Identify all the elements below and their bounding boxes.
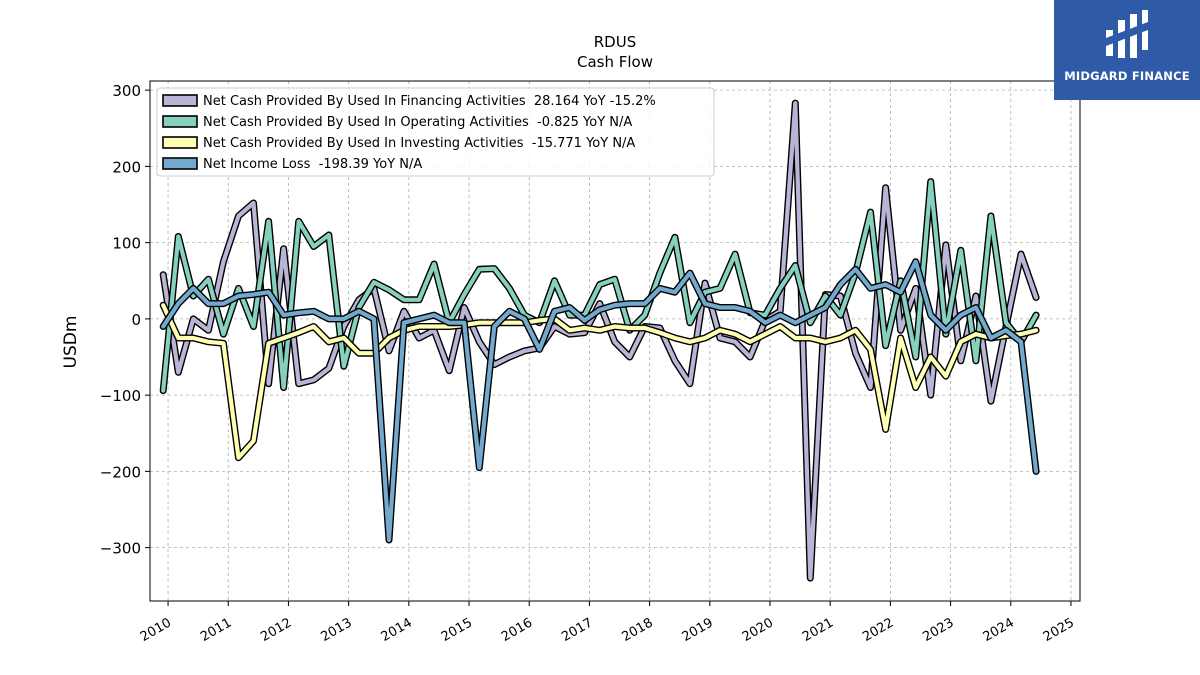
series-line-2 bbox=[159, 301, 1040, 462]
x-axis: 2010 2011 2012 2013 2014 2015 2016 2017 2018 2019… bbox=[138, 601, 1077, 645]
series-line-1 bbox=[159, 178, 1040, 395]
x-tick-label: 2014 bbox=[379, 615, 415, 645]
x-tick-label: 2018 bbox=[619, 615, 655, 645]
x-tick-label: 2021 bbox=[800, 615, 836, 645]
legend-swatch bbox=[162, 115, 198, 128]
x-tick-label: 2024 bbox=[981, 615, 1017, 645]
legend-label: Net Cash Provided By Used In Investing A… bbox=[203, 136, 635, 151]
series-stroke bbox=[161, 303, 1039, 460]
y-tick-label: −200 bbox=[100, 463, 141, 481]
legend-item-1: Net Cash Provided By Used In Operating A… bbox=[162, 115, 632, 130]
plot-frame bbox=[149, 80, 1081, 602]
midgard-logo-icon bbox=[1106, 10, 1148, 58]
legend-item-0: Net Cash Provided By Used In Financing A… bbox=[162, 94, 656, 109]
series-stroke bbox=[161, 179, 1039, 393]
x-tick-label: 2015 bbox=[439, 615, 475, 645]
legend-swatch bbox=[162, 94, 198, 107]
legend: Net Cash Provided By Used In Financing A… bbox=[156, 87, 715, 177]
series-line-3 bbox=[159, 258, 1040, 544]
legend-item-3: Net Income Loss -198.39 YoY N/A bbox=[162, 157, 422, 172]
y-tick-label: −300 bbox=[100, 540, 141, 558]
series-stroke bbox=[161, 259, 1039, 543]
legend-swatch bbox=[162, 157, 198, 170]
legend-box bbox=[156, 87, 715, 177]
x-tick-label: 2012 bbox=[258, 615, 294, 645]
x-tick-label: 2025 bbox=[1041, 615, 1077, 645]
brand-logo: MIDGARD FINANCE bbox=[1054, 0, 1200, 100]
series-stroke bbox=[161, 100, 1039, 581]
legend-label: Net Income Loss -198.39 YoY N/A bbox=[203, 157, 422, 172]
x-tick-label: 2016 bbox=[499, 615, 535, 645]
x-tick-label: 2011 bbox=[198, 615, 234, 645]
legend-item-2: Net Cash Provided By Used In Investing A… bbox=[162, 136, 635, 151]
x-tick-label: 2017 bbox=[559, 615, 595, 645]
y-axis-label: USDm bbox=[61, 316, 81, 369]
y-tick-label: 0 bbox=[131, 311, 141, 329]
y-tick-label: −100 bbox=[100, 387, 141, 405]
brand-logo-text: MIDGARD FINANCE bbox=[1064, 69, 1190, 83]
x-tick-label: 2023 bbox=[920, 615, 956, 645]
y-tick-label: 100 bbox=[112, 235, 141, 253]
series-line-0 bbox=[159, 99, 1040, 582]
x-tick-label: 2013 bbox=[318, 615, 354, 645]
x-tick-label: 2010 bbox=[138, 615, 174, 645]
x-tick-label: 2020 bbox=[740, 615, 776, 645]
chart-subtitle: Cash Flow bbox=[577, 53, 653, 71]
legend-swatch bbox=[162, 136, 198, 149]
x-tick-label: 2019 bbox=[680, 615, 716, 645]
chart-title: RDUS bbox=[594, 33, 636, 51]
y-tick-label: 300 bbox=[112, 82, 141, 100]
x-tick-label: 2022 bbox=[860, 615, 896, 645]
legend-label: Net Cash Provided By Used In Operating A… bbox=[203, 115, 632, 130]
y-axis: 300 200 100 0 −100 −200 −300 bbox=[100, 82, 150, 558]
legend-label: Net Cash Provided By Used In Financing A… bbox=[203, 94, 656, 109]
plot-series bbox=[159, 99, 1040, 582]
y-tick-label: 200 bbox=[112, 158, 141, 176]
